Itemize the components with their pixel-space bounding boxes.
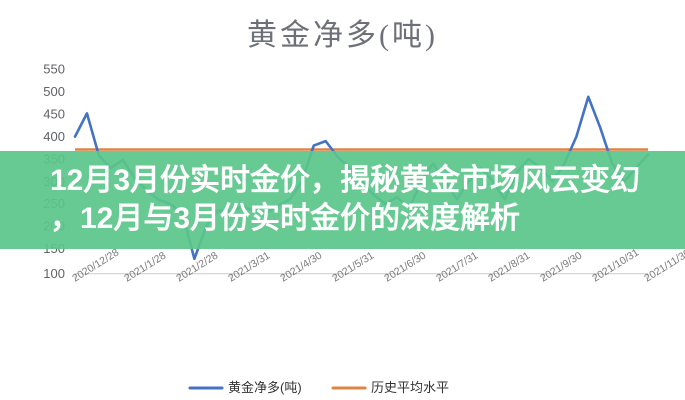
svg-text:2021/11/30: 2021/11/30	[642, 247, 685, 285]
svg-text:450: 450	[43, 106, 65, 121]
svg-text:100: 100	[43, 266, 65, 281]
svg-text:2021/6/30: 2021/6/30	[382, 250, 428, 285]
svg-text:2021/10/31: 2021/10/31	[590, 246, 641, 284]
svg-text:2021/9/30: 2021/9/30	[538, 250, 584, 285]
svg-text:400: 400	[43, 129, 65, 144]
svg-text:2020/12/28: 2020/12/28	[70, 246, 121, 284]
svg-text:2021/2/28: 2021/2/28	[174, 250, 220, 285]
svg-text:2021/3/31: 2021/3/31	[226, 250, 272, 285]
svg-text:黄金净多(吨): 黄金净多(吨)	[228, 380, 302, 395]
svg-text:500: 500	[43, 84, 65, 99]
svg-text:2021/7/31: 2021/7/31	[434, 250, 480, 285]
svg-text:2021/4/30: 2021/4/30	[278, 250, 324, 285]
svg-text:2021/8/31: 2021/8/31	[486, 250, 532, 285]
svg-text:2021/1/28: 2021/1/28	[122, 250, 168, 285]
svg-text:550: 550	[43, 62, 65, 77]
svg-text:历史平均水平: 历史平均水平	[371, 380, 449, 395]
svg-text:2021/5/31: 2021/5/31	[330, 250, 376, 285]
